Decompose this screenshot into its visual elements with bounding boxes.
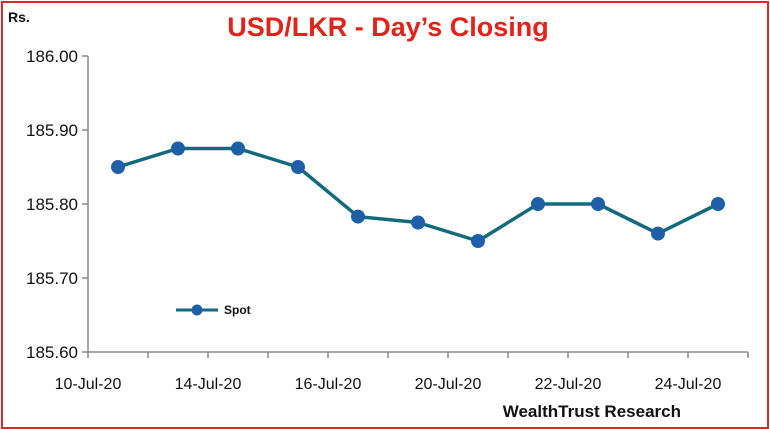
data-point [351, 209, 365, 224]
y-tick-label: 185.90 [26, 121, 78, 140]
x-tick-label: 16-Jul-20 [295, 376, 362, 393]
y-unit-label: Rs. [8, 9, 30, 25]
y-tick-label: 185.60 [26, 343, 78, 362]
legend-marker [191, 304, 203, 316]
legend: Spot [176, 303, 251, 317]
data-point [231, 141, 245, 156]
data-point [531, 197, 545, 211]
data-point [591, 197, 605, 211]
x-tick-label: 20-Jul-20 [415, 376, 482, 393]
data-point [711, 197, 725, 211]
series-layer [111, 141, 725, 248]
data-point [111, 160, 125, 174]
data-point [171, 141, 185, 156]
y-axis: 186.00 185.90 185.80 185.70 185.60 [26, 47, 89, 362]
data-point [411, 215, 425, 230]
y-tick-label: 185.70 [26, 269, 78, 288]
legend-label: Spot [224, 303, 251, 317]
x-tick-label: 10-Jul-20 [55, 376, 122, 393]
x-tick-label: 24-Jul-20 [655, 376, 722, 393]
x-axis: 10-Jul-20 14-Jul-20 16-Jul-20 20-Jul-20 22-J… [55, 351, 749, 393]
data-point [651, 226, 665, 241]
chart-title: USD/LKR - Day’s Closing [227, 12, 549, 42]
x-tick-label: 22-Jul-20 [535, 376, 602, 393]
source-label: WealthTrust Research [503, 402, 681, 421]
data-point [291, 160, 305, 174]
y-tick-label: 185.80 [26, 195, 78, 214]
y-tick-label: 186.00 [26, 47, 78, 66]
data-point [471, 234, 485, 248]
x-tick-label: 14-Jul-20 [175, 376, 242, 393]
